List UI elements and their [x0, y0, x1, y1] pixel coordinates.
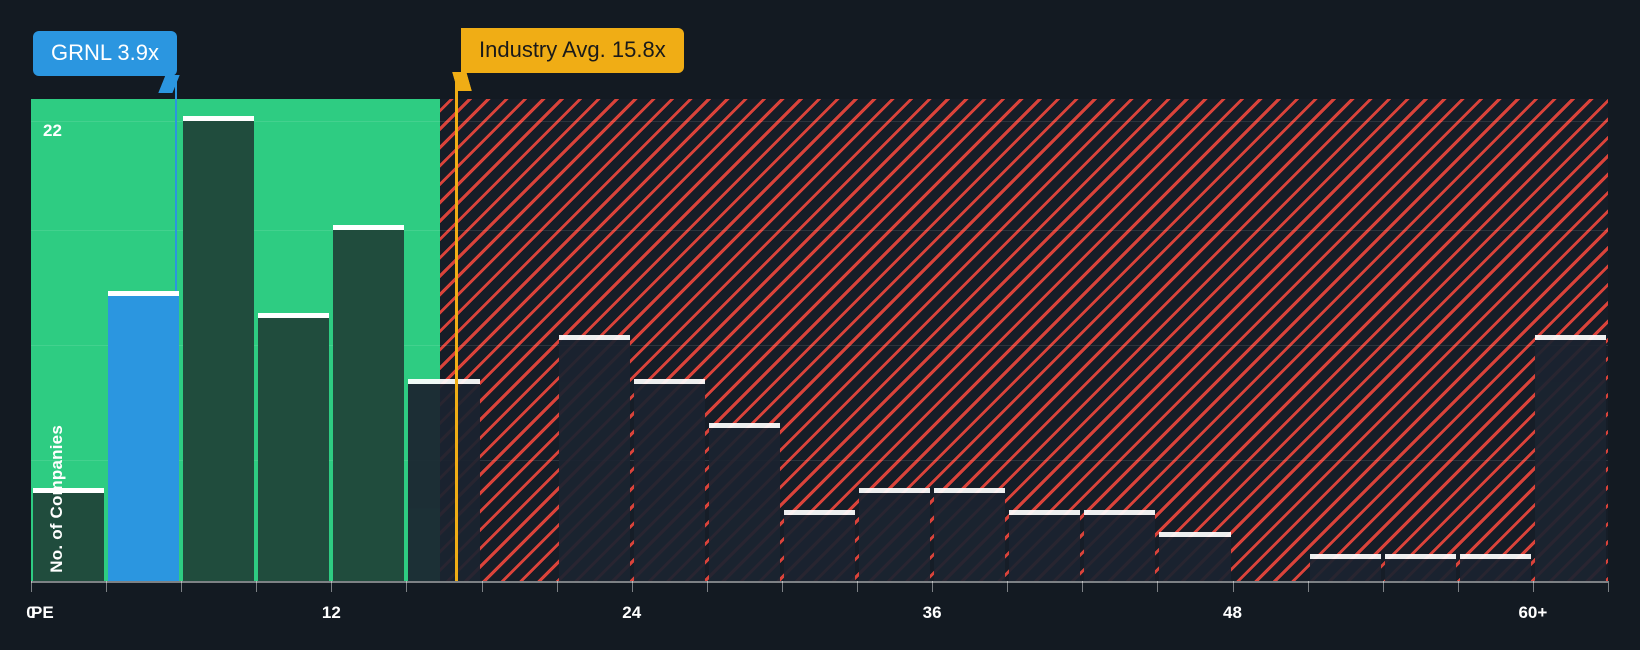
x-tick [556, 581, 558, 592]
x-tick [481, 581, 483, 592]
bar[interactable] [1534, 335, 1606, 581]
bar-cap [108, 291, 180, 297]
self-callout[interactable]: GRNL 3.9x [33, 31, 180, 94]
gridline [31, 230, 1608, 231]
bar[interactable] [934, 488, 1006, 581]
industry-avg-callout[interactable]: Industry Avg. 15.8x [452, 28, 684, 92]
x-tick [1532, 581, 1534, 592]
bar-cap [1459, 554, 1531, 560]
x-tick-label: 12 [321, 603, 341, 622]
x-axis-name: PE [31, 603, 54, 622]
bar[interactable] [1159, 532, 1231, 581]
bar-cap [859, 488, 931, 494]
bar[interactable] [1459, 554, 1531, 581]
bar-cap [783, 510, 856, 516]
y-axis-title: No. of Companies [47, 425, 66, 573]
bar-cap [258, 313, 330, 319]
bar-cap [708, 422, 780, 428]
x-tick [256, 581, 258, 592]
gridline [31, 121, 1608, 122]
x-tick [781, 581, 783, 592]
x-tick [857, 581, 859, 592]
x-tick [31, 581, 32, 592]
bar[interactable] [1009, 510, 1081, 581]
bar[interactable] [558, 335, 630, 581]
x-tick-label: 24 [622, 603, 642, 622]
self-marker-line [175, 78, 177, 291]
industry-avg-marker-line [455, 82, 458, 581]
x-tick [1232, 581, 1234, 592]
bar-cap [633, 378, 705, 384]
bar[interactable] [859, 488, 931, 581]
x-axis-line [31, 581, 1608, 583]
x-tick-label: 48 [1223, 603, 1242, 622]
bar[interactable] [1384, 554, 1456, 581]
self-callout-label: GRNL 3.9x [51, 40, 160, 65]
bar-cap [333, 225, 405, 231]
x-tick [1382, 581, 1384, 592]
bar-cap [1534, 335, 1606, 340]
x-tick-label: 36 [922, 603, 942, 622]
bar[interactable] [333, 225, 405, 581]
bar[interactable] [633, 378, 705, 581]
bar-cap [934, 488, 1006, 494]
bar[interactable] [258, 313, 330, 581]
bar[interactable] [108, 291, 180, 581]
bar[interactable] [783, 510, 856, 581]
y-axis-max-label: 22 [43, 121, 62, 140]
bar[interactable] [183, 115, 255, 581]
industry-callout-label: Industry Avg. 15.8x [479, 37, 666, 62]
x-tick [1082, 581, 1084, 592]
x-tick [106, 581, 108, 592]
x-tick [406, 581, 408, 592]
x-tick [706, 581, 708, 592]
bar-cap [1309, 554, 1381, 560]
x-tick [1457, 581, 1459, 592]
gridline [31, 460, 1608, 461]
x-tick [1608, 581, 1609, 592]
bar[interactable] [33, 488, 105, 581]
bar-cap [408, 378, 480, 384]
x-tick-label: 60+ [1518, 603, 1548, 622]
bar[interactable] [1309, 554, 1381, 581]
bar[interactable] [408, 378, 480, 581]
bar[interactable] [708, 422, 780, 581]
x-tick [331, 581, 333, 592]
bar-cap [183, 115, 255, 121]
gridline [31, 345, 1608, 346]
x-tick [181, 581, 183, 592]
bar-cap [558, 335, 630, 340]
bar-cap [33, 488, 105, 494]
x-tick [1307, 581, 1309, 592]
x-tick-label: 0 [26, 603, 36, 622]
bar-cap [1084, 510, 1156, 516]
bar[interactable] [1084, 510, 1156, 581]
plot-area: 22 No. of Companies [31, 99, 1608, 581]
x-tick [631, 581, 633, 592]
x-tick [1007, 581, 1009, 592]
bar-cap [1009, 510, 1081, 516]
x-tick [1157, 581, 1159, 592]
zone-overvalued [440, 99, 1608, 581]
bar-cap [1159, 532, 1231, 538]
bar-cap [1384, 554, 1456, 560]
x-tick [932, 581, 934, 592]
